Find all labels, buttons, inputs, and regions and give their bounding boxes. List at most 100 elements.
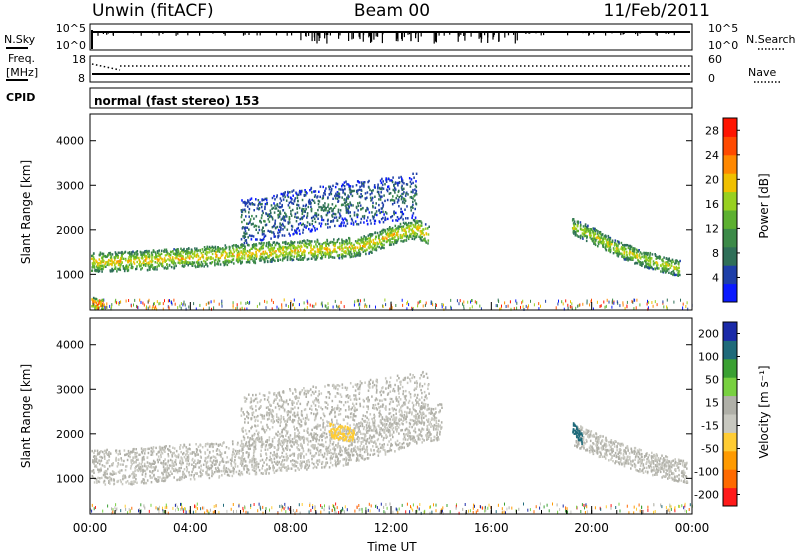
scatter-cell	[593, 229, 596, 232]
scatter-cell	[319, 449, 322, 452]
clutter-cell	[294, 306, 296, 310]
scatter-cell	[312, 248, 314, 251]
scatter-cell	[347, 209, 350, 213]
scatter-cell	[243, 236, 246, 239]
scatter-cell	[271, 438, 274, 441]
scatter-cell	[414, 226, 417, 229]
clutter-cell	[647, 299, 648, 303]
scatter-cell	[629, 251, 632, 254]
scatter-cell	[281, 205, 283, 208]
scatter-cell	[378, 237, 380, 241]
scatter-cell	[319, 434, 322, 437]
scatter-cell	[347, 211, 350, 215]
scatter-cell	[141, 451, 144, 455]
clutter-cell	[256, 304, 258, 308]
scatter-cell	[263, 260, 266, 264]
clutter-cell	[145, 307, 147, 311]
scatter-cell	[246, 467, 248, 470]
scatter-cell	[294, 249, 297, 252]
scatter-cell	[375, 202, 377, 205]
scatter-cell	[384, 236, 386, 239]
scatter-cell	[93, 266, 96, 269]
scatter-cell	[142, 468, 144, 472]
noise-spike	[313, 32, 315, 38]
scatter-cell	[140, 264, 142, 267]
clutter-cell	[450, 298, 452, 302]
scatter-cell	[390, 442, 392, 446]
scatter-cell	[258, 257, 261, 261]
scatter-cell	[414, 184, 417, 187]
scatter-cell	[189, 255, 191, 258]
scatter-cell	[121, 482, 124, 486]
clutter-cell	[136, 304, 138, 308]
scatter-cell	[437, 403, 439, 407]
scatter-cell	[203, 259, 205, 263]
scatter-cell	[182, 248, 184, 252]
scatter-cell	[392, 435, 394, 439]
scatter-cell	[320, 225, 322, 228]
scatter-cell	[349, 456, 351, 459]
scatter-cell	[321, 206, 323, 210]
scatter-cell	[320, 222, 323, 225]
scatter-cell	[297, 226, 299, 230]
scatter-cell	[215, 442, 218, 446]
scatter-cell	[278, 213, 280, 216]
scatter-cell	[345, 461, 347, 464]
scatter-cell	[181, 459, 184, 462]
clutter-cell	[283, 298, 285, 302]
scatter-cell	[362, 237, 365, 240]
scatter-cell	[282, 195, 284, 198]
scatter-cell	[211, 469, 213, 473]
scatter-cell	[248, 451, 250, 455]
scatter-cell	[127, 261, 129, 264]
scatter-cell	[156, 265, 158, 268]
scatter-cell	[330, 451, 332, 455]
scatter-cell	[381, 246, 383, 249]
scatter-cell	[181, 457, 183, 460]
scatter-cell	[259, 220, 261, 223]
scatter-cell	[353, 249, 355, 253]
scatter-cell	[150, 251, 153, 254]
scatter-cell	[121, 254, 123, 257]
scatter-cell	[138, 263, 140, 266]
scatter-cell	[357, 430, 360, 433]
scatter-cell	[322, 185, 324, 189]
scatter-cell	[261, 199, 263, 202]
scatter-cell	[158, 252, 160, 255]
clutter-cell	[339, 307, 341, 311]
scatter-cell	[328, 256, 330, 259]
scatter-cell	[356, 254, 359, 257]
scatter-cell	[363, 217, 366, 220]
scatter-cell	[143, 253, 145, 256]
scatter-cell	[338, 212, 341, 215]
scatter-cell	[384, 449, 386, 452]
scatter-cell	[290, 224, 293, 228]
scatter-cell	[136, 468, 138, 472]
scatter-cell	[277, 213, 279, 217]
scatter-cell	[176, 254, 179, 257]
scatter-cell	[262, 226, 264, 229]
noise-spike	[158, 32, 160, 36]
scatter-cell	[267, 213, 269, 217]
scatter-cell	[377, 454, 380, 457]
scatter-cell	[416, 225, 419, 229]
clutter-cell	[240, 301, 242, 305]
scatter-cell	[394, 426, 397, 429]
scatter-cell	[336, 182, 339, 186]
clutter-cell	[611, 300, 613, 304]
noise-spike	[186, 32, 188, 33]
scatter-cell	[197, 249, 200, 252]
scatter-cell	[400, 175, 402, 179]
scatter-cell	[380, 233, 383, 236]
scatter-cell	[156, 258, 158, 261]
scatter-cell	[353, 449, 355, 453]
scatter-cell	[643, 255, 646, 258]
scatter-cell	[274, 222, 276, 225]
scatter-cell	[242, 208, 244, 212]
scatter-cell	[234, 465, 237, 468]
scatter-cell	[353, 254, 356, 257]
scatter-cell	[328, 210, 331, 214]
scatter-cell	[248, 461, 251, 464]
scatter-cell	[156, 261, 159, 264]
scatter-cell	[169, 449, 171, 452]
